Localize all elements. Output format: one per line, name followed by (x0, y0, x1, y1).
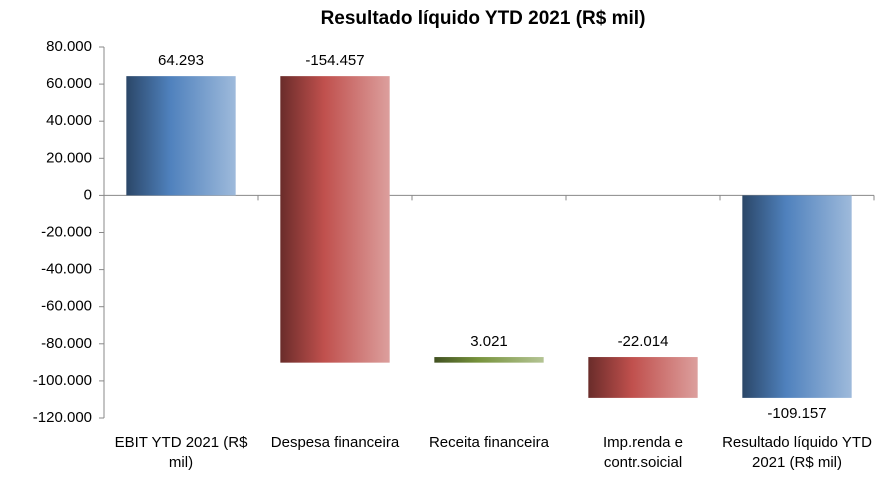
value-label: 64.293 (158, 52, 204, 69)
x-tick-label: Resultado líquido YTD 2021 (R$ mil) (722, 434, 872, 471)
y-tick-label: 0 (84, 186, 92, 203)
y-tick-label: 40.000 (46, 112, 92, 129)
y-tick-label: 60.000 (46, 75, 92, 92)
bar (126, 76, 236, 196)
x-tick-label: Receita financeira (428, 434, 550, 451)
bar (742, 195, 852, 398)
y-tick-label: 80.000 (46, 38, 92, 55)
y-tick-label: 20.000 (46, 149, 92, 166)
x-tick-label: Imp.renda e contr.soicial (602, 434, 684, 471)
y-tick-label: -60.000 (41, 298, 92, 315)
y-tick-label: -120.000 (33, 409, 92, 426)
x-tick-label: Despesa financeira (270, 434, 400, 451)
y-tick-label: -40.000 (41, 261, 92, 278)
chart-title: Resultado líquido YTD 2021 (R$ mil) (321, 8, 646, 29)
value-label: 3.021 (470, 333, 508, 350)
value-label: -109.157 (767, 405, 826, 422)
y-tick-label: -100.000 (33, 372, 92, 389)
bar (588, 357, 698, 398)
value-label: -154.457 (305, 52, 364, 69)
bar (434, 357, 544, 363)
bar (280, 76, 390, 363)
value-label: -22.014 (618, 333, 669, 350)
x-tick-label: EBIT YTD 2021 (R$ mil) (114, 434, 248, 471)
y-tick-label: -80.000 (41, 335, 92, 352)
y-tick-label: -20.000 (41, 223, 92, 240)
